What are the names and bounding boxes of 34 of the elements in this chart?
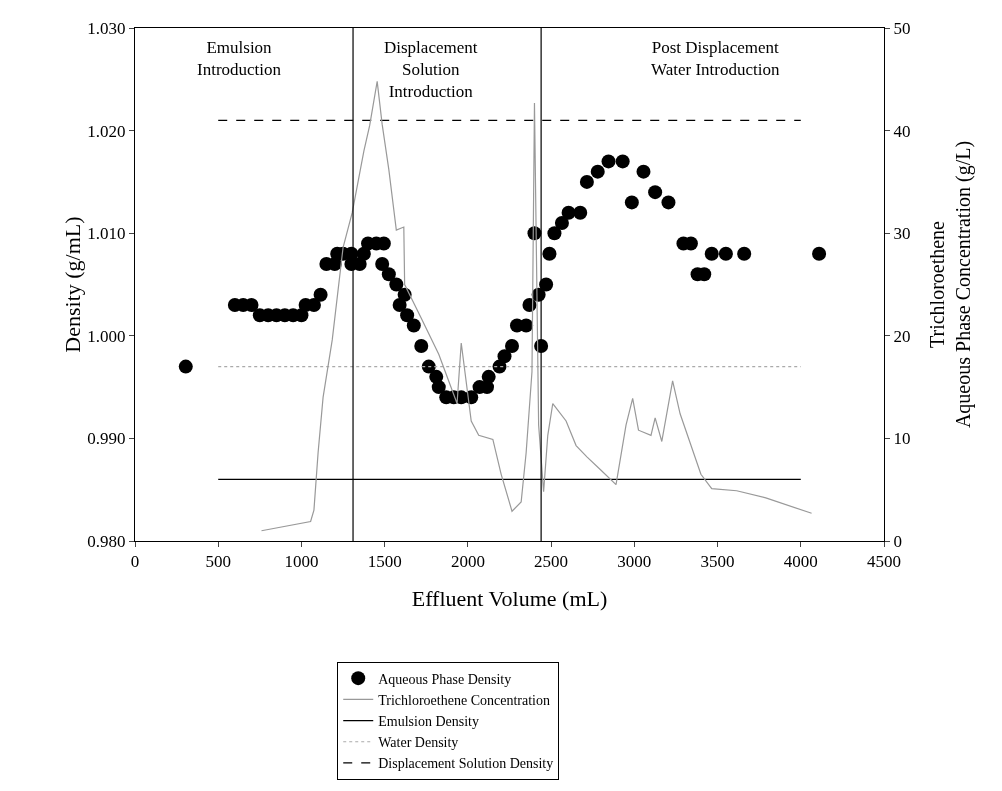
- y2-tick-label: 30: [893, 224, 911, 244]
- y2-tick-label: 0: [893, 531, 902, 551]
- x-tick-label: 2000: [450, 552, 485, 572]
- legend-label: Emulsion Density: [378, 714, 479, 730]
- legend-label: Trichloroethene Concentration: [378, 692, 550, 708]
- y-axis-title: Density (g/mL): [60, 216, 86, 353]
- y-tick-label: 1.020: [87, 121, 126, 141]
- x-tick-label: 4000: [783, 552, 818, 572]
- y-tick-label: 1.030: [87, 18, 126, 38]
- x-tick-label: 4500: [867, 552, 901, 572]
- y2-tick-label: 20: [893, 326, 911, 346]
- x-tick-label: 3000: [617, 552, 652, 572]
- annotation: Displacement Solution Introduction: [384, 38, 478, 102]
- annotation: Post Displacement Water Introduction: [651, 38, 780, 80]
- legend-label: Displacement Solution Density: [378, 756, 554, 772]
- legend-label: Aqueous Phase Density: [378, 671, 512, 687]
- x-tick-label: 500: [205, 552, 231, 572]
- y2-axis-title: Trichloroethene Aqueous Phase Concentration (g/L): [926, 140, 975, 429]
- y-tick-label: 1.000: [87, 326, 126, 346]
- x-axis-title: Effluent Volume (mL): [411, 586, 608, 612]
- y2-tick-label: 40: [893, 121, 911, 141]
- x-tick-label: 2500: [534, 552, 569, 572]
- y2-tick-label: 10: [893, 429, 911, 449]
- x-tick-label: 1000: [284, 552, 319, 572]
- x-tick-label: 3500: [700, 552, 735, 572]
- legend-label: Water Density: [378, 735, 459, 751]
- y-tick-label: 0.980: [87, 531, 126, 551]
- x-tick-label: 0: [130, 552, 140, 572]
- line-series: [260, 80, 813, 532]
- annotation: Emulsion Introduction: [197, 38, 282, 80]
- y2-tick-label: 50: [893, 18, 911, 38]
- x-tick-label: 1500: [367, 552, 402, 572]
- y-tick-label: 0.990: [87, 429, 126, 449]
- y-tick-label: 1.010: [87, 224, 126, 244]
